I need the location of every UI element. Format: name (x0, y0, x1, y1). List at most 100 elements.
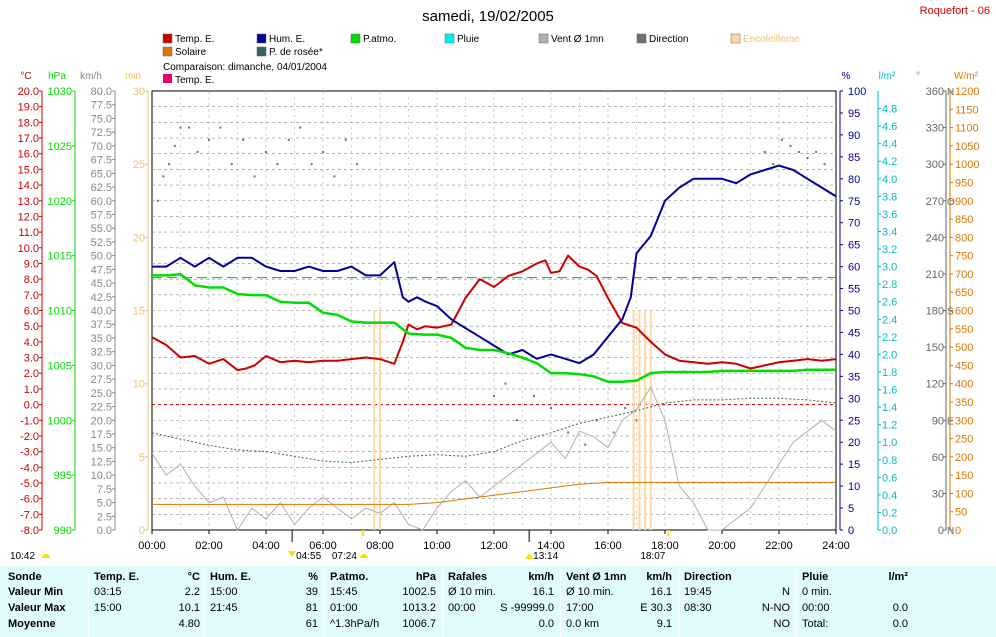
stats-patmo-value: 1013.2 (402, 602, 436, 614)
unit-direction: ° (916, 71, 920, 82)
tick-label-pluie: 3.0 (882, 262, 897, 274)
tick-label-temp: 19.0 (18, 102, 39, 114)
tick-label-patmo: 1030 (48, 86, 72, 98)
direction-point (624, 407, 627, 410)
stats-col-separator (678, 566, 679, 637)
tick-label-pluie: 1.2 (882, 420, 897, 432)
tick-label-temp: -7.0 (20, 509, 39, 521)
tick-label-direction: 330 (926, 123, 944, 135)
direction-point (179, 126, 182, 129)
x-tick-label: 02:00 (195, 540, 223, 552)
tick-label-patmo: 1025 (48, 141, 72, 153)
unit-sun: min (125, 71, 141, 82)
stats-temp-value: 2.2 (184, 586, 200, 598)
tick-label-direction: 300 (926, 159, 944, 171)
stats-hum-title: Hum. E. (210, 571, 251, 583)
tick-label-patmo: 1005 (48, 360, 72, 372)
tick-label-temp: 2.0 (24, 368, 39, 380)
stats-direction-time: 19:45 (684, 586, 712, 598)
tick-label-temp: 7.0 (24, 290, 39, 302)
tick-label-temp: 14.0 (18, 180, 39, 192)
stats-direction-value: NO (773, 618, 791, 630)
comparison-legend: Temp. E. (163, 74, 214, 86)
tick-label-sun: 30 (133, 86, 145, 98)
tick-label-pluie: 4.6 (882, 121, 897, 133)
tick-label-vent: 35.0 (91, 333, 112, 345)
tick-label-solaire: 100 (955, 488, 973, 500)
stats-col-separator (560, 566, 561, 637)
legend-swatch-comp-temp (163, 74, 172, 83)
cardinal-90: E (947, 416, 954, 427)
x-tick-label: 12:00 (480, 540, 508, 552)
tick-label-solaire: 750 (955, 251, 973, 263)
comparison-label: Comparaison: dimanche, 04/01/2004 (163, 62, 327, 73)
tick-label-pluie: 3.6 (882, 209, 897, 221)
legend-label-temp: Temp. E. (175, 34, 214, 45)
stats-rafales-value: S -99999.0 (500, 602, 554, 614)
tick-label-sun: 15 (133, 306, 145, 318)
tick-label-sun: 25 (133, 159, 145, 171)
tick-label-patmo: 1010 (48, 306, 72, 318)
direction-point (156, 199, 159, 202)
stats-col-separator (88, 566, 89, 637)
unit-vent: km/h (80, 71, 102, 82)
tick-label-vent: 42.5 (91, 292, 112, 304)
tick-label-hum: 60 (848, 262, 860, 274)
tick-label-patmo: 1020 (48, 196, 72, 208)
direction-point (780, 138, 783, 141)
tick-label-vent: 15.0 (91, 443, 112, 455)
tick-label-temp: 1.0 (24, 384, 39, 396)
stats-patmo-time: ^1.3hPa/h (330, 618, 380, 630)
direction-point (333, 175, 336, 178)
unit-temp: °C (20, 71, 31, 82)
tick-label-vent: 70.0 (91, 141, 112, 153)
direction-point (595, 419, 598, 422)
tick-label-hum: 45 (848, 327, 860, 339)
tick-label-hum: 85 (848, 152, 860, 164)
direction-point (493, 394, 495, 397)
tick-label-solaire: 1050 (955, 141, 979, 153)
tick-label-vent: 10.0 (91, 470, 112, 482)
direction-point (196, 150, 199, 153)
tick-label-solaire: 400 (955, 379, 973, 391)
direction-point (173, 144, 176, 147)
grid (152, 91, 836, 530)
stats-hum-value: 61 (305, 618, 318, 630)
tick-label-solaire: 300 (955, 415, 973, 427)
tick-label-temp: 10.0 (18, 243, 39, 255)
tick-label-pluie: 2.4 (882, 314, 897, 326)
direction-point (763, 150, 766, 153)
tick-label-vent: 45.0 (91, 278, 112, 290)
tick-label-direction: 150 (926, 342, 944, 354)
tick-label-hum: 50 (848, 306, 860, 318)
tick-label-vent: 57.5 (91, 209, 112, 221)
unit-solaire: W/m² (954, 71, 979, 82)
direction-point (584, 443, 587, 446)
stats-pluie-value: 0.0 (892, 618, 908, 630)
series-patmo (152, 273, 836, 384)
tick-label-pluie: 0.0 (882, 525, 897, 537)
legend-swatch-patmo (350, 33, 361, 44)
direction-point (344, 138, 347, 141)
tick-label-pluie: 1.8 (882, 367, 897, 379)
stats-temp-unit: °C (187, 571, 200, 583)
legend-label-direction: Direction (649, 34, 688, 45)
stats-col-separator (796, 566, 797, 637)
stats-hum-unit: % (308, 571, 318, 583)
tick-label-vent: 80.0 (91, 86, 112, 98)
moonset-icon (288, 551, 297, 557)
direction-point (797, 150, 800, 153)
tick-label-pluie: 3.8 (882, 191, 897, 203)
axes: 20.0 19.0 18.0 17.0 16.0 15.0 14.0 13.0 12.0 11.0… (18, 86, 980, 552)
direction-point (806, 157, 809, 160)
tick-label-hum: 5 (848, 503, 854, 515)
tick-label-sun: 20 (133, 232, 145, 244)
tick-label-pluie: 0.4 (882, 490, 897, 502)
tick-label-solaire: 150 (955, 470, 973, 482)
tick-label-pluie: 1.0 (882, 437, 897, 449)
series-vent (151, 386, 837, 531)
stats-rafales-value: 0.0 (538, 618, 554, 630)
stats-pluie-time: Total: (802, 618, 829, 630)
tick-label-temp: 16.0 (18, 149, 39, 161)
chart-marks (151, 126, 837, 531)
